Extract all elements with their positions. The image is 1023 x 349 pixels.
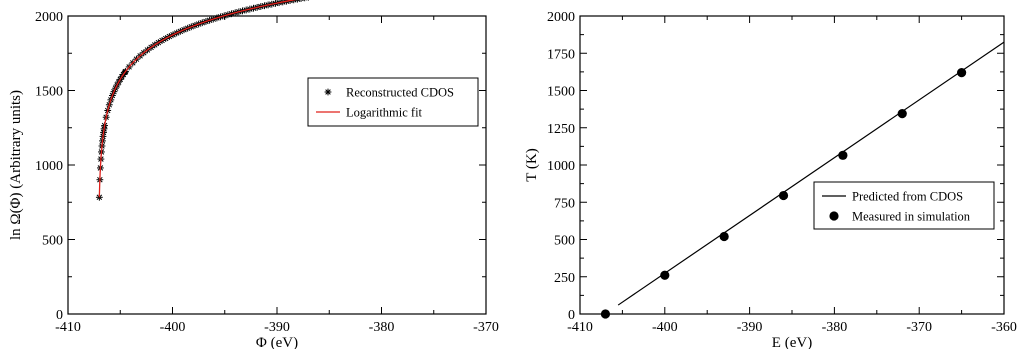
legend: Predicted from CDOS Measured in simulatio… (813, 181, 995, 230)
y-tick-label: 750 (554, 196, 575, 211)
x-axis-title: E (eV) (772, 335, 812, 349)
x-tick-label: -360 (991, 320, 1017, 335)
asterisk-stroke (298, 0, 301, 2)
x-tick-label: -400 (160, 320, 186, 335)
y-tick-label: 1500 (547, 85, 575, 100)
measured-data-point (719, 231, 729, 242)
x-tick-label: -380 (822, 320, 848, 335)
legend-label: Measured in simulation (852, 210, 971, 224)
plot-frame (579, 15, 1005, 315)
series-predicted-from-cdos (617, 41, 1005, 306)
series-measured-in-simulation (600, 68, 967, 319)
legend-label: Reconstructed CDOS (346, 86, 454, 100)
x-tick-label: -370 (906, 320, 932, 335)
legend-box (307, 77, 479, 127)
x-tick-label: -390 (264, 320, 290, 335)
y-tick-label: 1000 (547, 159, 575, 174)
y-tick-label: 1500 (35, 85, 63, 100)
y-axis-title: ln Ω(Φ) (Arbitrary units) (8, 90, 24, 240)
y-tick-label: 500 (42, 234, 63, 249)
x-tick-label: -400 (652, 320, 678, 335)
measured-data-point (838, 150, 848, 160)
cdos-data-point (302, 0, 308, 2)
series-logarithmic-fit (98, 0, 297, 198)
measured-data-point (957, 68, 967, 78)
measured-data-point (778, 190, 789, 201)
y-tick-label: 1750 (547, 47, 575, 62)
asterisk-stroke (325, 89, 331, 95)
asterisk-stroke (290, 0, 295, 3)
y-axis-title: T (K) (524, 148, 540, 181)
right-chart-panel: -410 -400 -390 -380 -370 -360 0 250 500 750 1000 12… (524, 10, 1017, 349)
x-tick-label: -390 (737, 320, 763, 335)
x-axis-title: Φ (eV) (256, 335, 298, 349)
legend-box (813, 181, 995, 230)
x-tick-label: -410 (567, 320, 593, 335)
x-tick-label: -380 (369, 320, 395, 335)
measured-data-point (600, 309, 611, 319)
legend-asterisk-swatch (324, 88, 332, 96)
x-tick-label: -370 (473, 320, 499, 335)
fit-line (98, 0, 297, 198)
y-tick-label: 500 (554, 234, 575, 249)
y-tick-label: 2000 (35, 10, 63, 25)
left-chart-panel: -410 -400 -390 -380 -370 0 500 1000 1500 2000 Φ (e… (8, 0, 499, 349)
measured-data-point (660, 270, 670, 280)
prediction-line (617, 41, 1005, 306)
asterisk-stroke (294, 0, 298, 2)
legend-label: Logarithmic fit (346, 106, 423, 120)
y-tick-label: 0 (568, 308, 575, 323)
y-tick-label: 0 (56, 308, 63, 323)
legend: Reconstructed CDOS Logarithmic fit (307, 77, 479, 127)
legend-label: Predicted from CDOS (852, 190, 963, 204)
y-tick-label: 2000 (547, 10, 575, 25)
legend-circle-swatch (829, 211, 839, 221)
y-tick-label: 1000 (35, 159, 63, 174)
x-tick-label: -410 (55, 320, 81, 335)
cdos-data-point (307, 0, 309, 1)
measured-data-point (897, 108, 907, 119)
y-tick-label: 250 (554, 271, 575, 286)
y-tick-label: 1250 (547, 122, 575, 137)
